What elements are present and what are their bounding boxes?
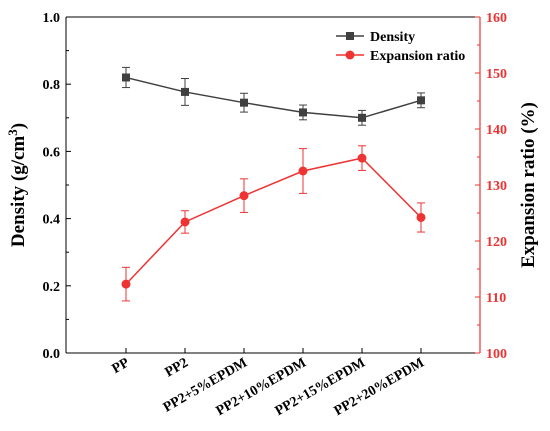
legend-label: Density xyxy=(370,30,415,45)
legend-marker xyxy=(345,50,355,60)
left-y-axis-title: Density (g/cm3) xyxy=(5,123,29,247)
left-y-tick-label: 0.6 xyxy=(43,145,61,160)
series-layer xyxy=(121,66,426,302)
x-tick-label: PP xyxy=(110,355,133,377)
right-y-tick-label: 150 xyxy=(486,67,507,82)
data-point xyxy=(121,279,131,289)
data-point xyxy=(239,191,249,201)
data-point xyxy=(416,212,426,222)
legend-marker xyxy=(346,32,354,40)
left-y-axis-title-superscript: 3 xyxy=(5,129,20,136)
series-line xyxy=(125,76,422,119)
data-point xyxy=(358,113,366,122)
right-y-axis-title: Expansion ratio (%) xyxy=(518,102,539,268)
right-y-tick-label: 160 xyxy=(486,11,507,26)
left-y-tick-label: 0.8 xyxy=(43,78,61,93)
right-y-tick-label: 130 xyxy=(486,179,507,194)
data-point xyxy=(240,98,248,107)
axes-layer: 0.0 0.2 0.4 0.6 0.8 1.0 100 110 120 130 140 150 160 P… xyxy=(5,11,539,419)
left-y-tick-label: 1.0 xyxy=(43,11,61,26)
legend-entry: Expansion ratio xyxy=(336,49,465,64)
right-y-tick-label: 140 xyxy=(486,123,507,138)
data-point xyxy=(298,166,308,176)
data-point xyxy=(180,217,190,227)
series-density xyxy=(122,66,425,126)
legend-entry: Density xyxy=(336,30,415,45)
data-point xyxy=(417,96,425,105)
data-point xyxy=(357,153,367,163)
right-y-tick-label: 100 xyxy=(486,347,507,362)
data-point xyxy=(181,87,189,96)
left-y-axis-title-tail: ) xyxy=(8,123,29,129)
data-point xyxy=(122,73,130,82)
x-tick-label: PP2 xyxy=(163,355,191,380)
series-line xyxy=(125,157,422,285)
left-y-tick-label: 0.2 xyxy=(43,280,61,295)
right-y-tick-label: 120 xyxy=(486,235,507,250)
right-y-tick-label: 110 xyxy=(486,291,506,306)
legend: Density Expansion ratio xyxy=(336,30,465,64)
data-point xyxy=(299,108,307,117)
left-y-tick-label: 0.0 xyxy=(43,347,61,362)
series-expansion-ratio xyxy=(121,145,426,302)
left-y-axis-title-main: Density (g/cm xyxy=(8,136,29,248)
left-y-tick-label: 0.4 xyxy=(43,213,61,228)
legend-label: Expansion ratio xyxy=(370,49,465,64)
